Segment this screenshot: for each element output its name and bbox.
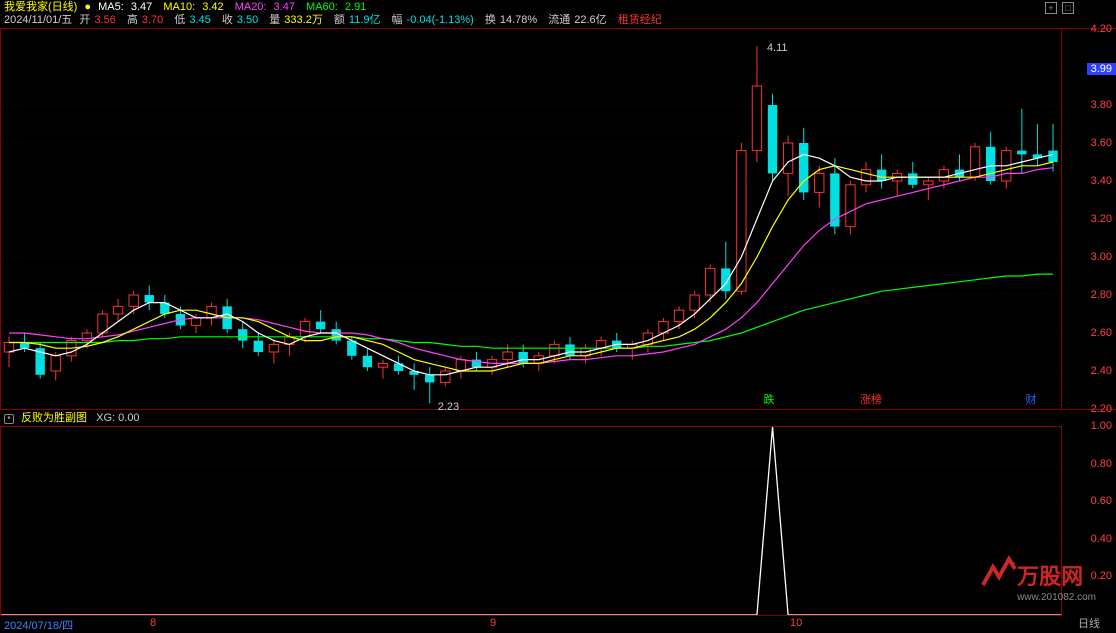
expand-icon[interactable]: • <box>4 414 14 424</box>
marker-flag: 涨榜 <box>860 391 882 407</box>
sub-y-tick: 1.00 <box>1091 420 1112 432</box>
sector: 租赁经纪 <box>618 14 662 26</box>
chg-info: 幅-0.04(-1.13%) <box>392 14 478 26</box>
sub-y-tick: 0.40 <box>1091 533 1112 545</box>
xg-label: XG: 0.00 <box>96 412 139 424</box>
y-tick: 3.00 <box>1091 251 1112 263</box>
sub-y-tick: 0.60 <box>1091 495 1112 507</box>
date: 2024/11/01/五 <box>4 14 72 26</box>
x-axis: 2024/07/18/四 8 9 10 <box>0 616 1062 633</box>
dot-icon: ● <box>84 1 91 13</box>
turn-info: 换14.78% <box>485 14 541 26</box>
marker-flag: 跌 <box>764 391 775 407</box>
high-annotation: 4.11 <box>767 42 788 54</box>
marker-flag: 财 <box>1026 391 1037 407</box>
chart-root: 我爱我家(日线) ● MA5: 3.47 MA10: 3.42 MA20: 3.… <box>0 0 1116 633</box>
amt-info: 额11.9亿 <box>334 14 385 26</box>
header-line-2: 2024/11/01/五 开3.56 高3.70 低3.45 收3.50 量33… <box>4 14 1112 27</box>
watermark-url: www.201082.com <box>1017 592 1096 603</box>
y-tick: 4.20 <box>1091 23 1112 35</box>
x-start-date: 2024/07/18/四 <box>4 620 73 632</box>
close-info: 收3.50 <box>222 14 262 26</box>
y-tick: 3.20 <box>1091 213 1112 225</box>
y-tick: 3.80 <box>1091 99 1112 111</box>
plus-icon[interactable]: + <box>1045 2 1057 14</box>
float-info: 流通22.6亿 <box>548 14 610 26</box>
x-tick: 9 <box>490 617 496 629</box>
y-tick: 3.40 <box>1091 175 1112 187</box>
sub-indicator-chart[interactable] <box>0 426 1062 616</box>
sub-y-tick: 0.80 <box>1091 458 1112 470</box>
top-icons: + □ <box>1043 2 1074 15</box>
main-y-axis: 4.203.993.803.603.403.203.002.802.602.40… <box>1062 28 1116 410</box>
sub-title: 反败为胜副图 <box>21 412 87 424</box>
ma60-label: MA60: 2.91 <box>306 1 370 13</box>
x-tick: 8 <box>150 617 156 629</box>
stock-name: 我爱我家(日线) <box>4 1 77 13</box>
y-tick: 2.80 <box>1091 289 1112 301</box>
vol-info: 量333.2万 <box>269 14 327 26</box>
ma20-label: MA20: 3.47 <box>235 1 299 13</box>
y-tick: 2.60 <box>1091 327 1112 339</box>
current-price-badge: 3.99 <box>1087 63 1116 75</box>
x-tick: 10 <box>790 617 802 629</box>
open-info: 开3.56 <box>79 14 119 26</box>
watermark-text: 万股网 <box>1017 564 1083 589</box>
y-tick: 2.40 <box>1091 365 1112 377</box>
low-info: 低3.45 <box>174 14 214 26</box>
main-candlestick-chart[interactable]: 4.112.23跌涨榜财 <box>0 28 1062 410</box>
header-line-1: 我爱我家(日线) ● MA5: 3.47 MA10: 3.42 MA20: 3.… <box>4 1 1112 14</box>
y-tick: 3.60 <box>1091 137 1112 149</box>
timeframe-label: 日线 <box>1062 616 1116 633</box>
high-info: 高3.70 <box>127 14 167 26</box>
box-icon[interactable]: □ <box>1062 2 1074 14</box>
ma10-label: MA10: 3.42 <box>163 1 227 13</box>
ma5-label: MA5: 3.47 <box>98 1 156 13</box>
y-tick: 2.20 <box>1091 403 1112 415</box>
sub-chart-header: • 反败为胜副图 XG: 0.00 <box>0 410 1062 426</box>
chart-header: 我爱我家(日线) ● MA5: 3.47 MA10: 3.42 MA20: 3.… <box>0 0 1116 28</box>
watermark-logo: 万股网 www.201082.com <box>1017 559 1096 603</box>
